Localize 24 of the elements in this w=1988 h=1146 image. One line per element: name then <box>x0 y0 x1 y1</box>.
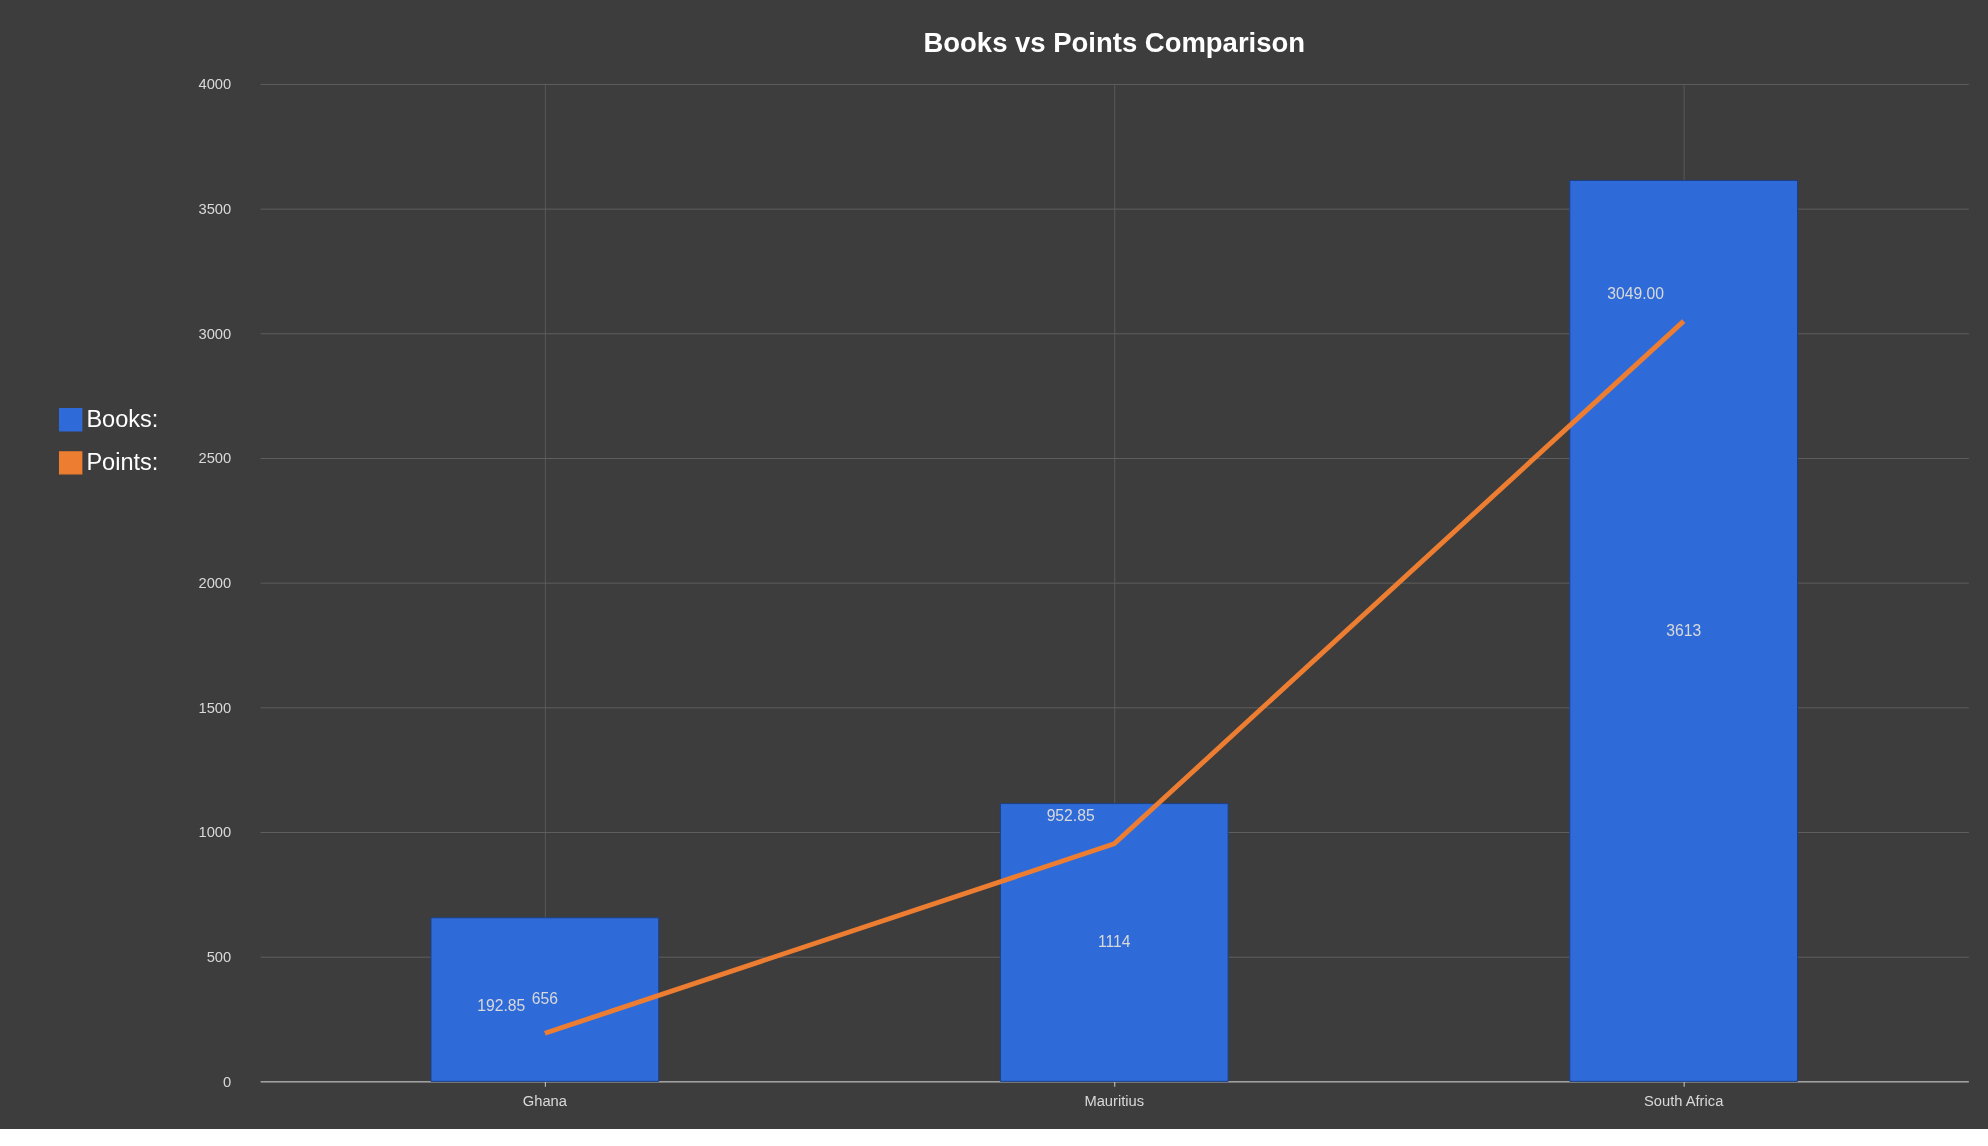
y-tick-label: 3500 <box>198 201 232 218</box>
y-tick-label: 2500 <box>198 450 232 467</box>
x-tick-label: South Africa <box>1643 1093 1725 1110</box>
bar <box>999 803 1229 1082</box>
legend-label: Books: <box>86 405 159 432</box>
y-tick-label: 0 <box>223 1073 232 1090</box>
data-label: 952.85 <box>1046 807 1095 825</box>
data-label: 3049.00 <box>1607 284 1665 302</box>
y-tick-label: 4000 <box>198 76 232 93</box>
data-label: 1114 <box>1097 933 1131 951</box>
chart-title: Books vs Points Comparison <box>923 26 1306 58</box>
y-tick-label: 3000 <box>198 325 232 342</box>
y-tick-label: 1000 <box>198 824 232 841</box>
x-tick-label: Mauritius <box>1084 1093 1145 1110</box>
y-tick-label: 500 <box>206 949 232 966</box>
data-label: 3613 <box>1666 621 1702 639</box>
y-tick-label: 1500 <box>198 699 232 716</box>
bar <box>430 917 660 1082</box>
data-label: 192.85 <box>477 996 526 1014</box>
data-label: 656 <box>531 990 559 1008</box>
legend-label: Points: <box>86 448 159 475</box>
y-tick-label: 2000 <box>198 575 232 592</box>
bar <box>1569 179 1799 1082</box>
x-tick-label: Ghana <box>522 1093 568 1110</box>
